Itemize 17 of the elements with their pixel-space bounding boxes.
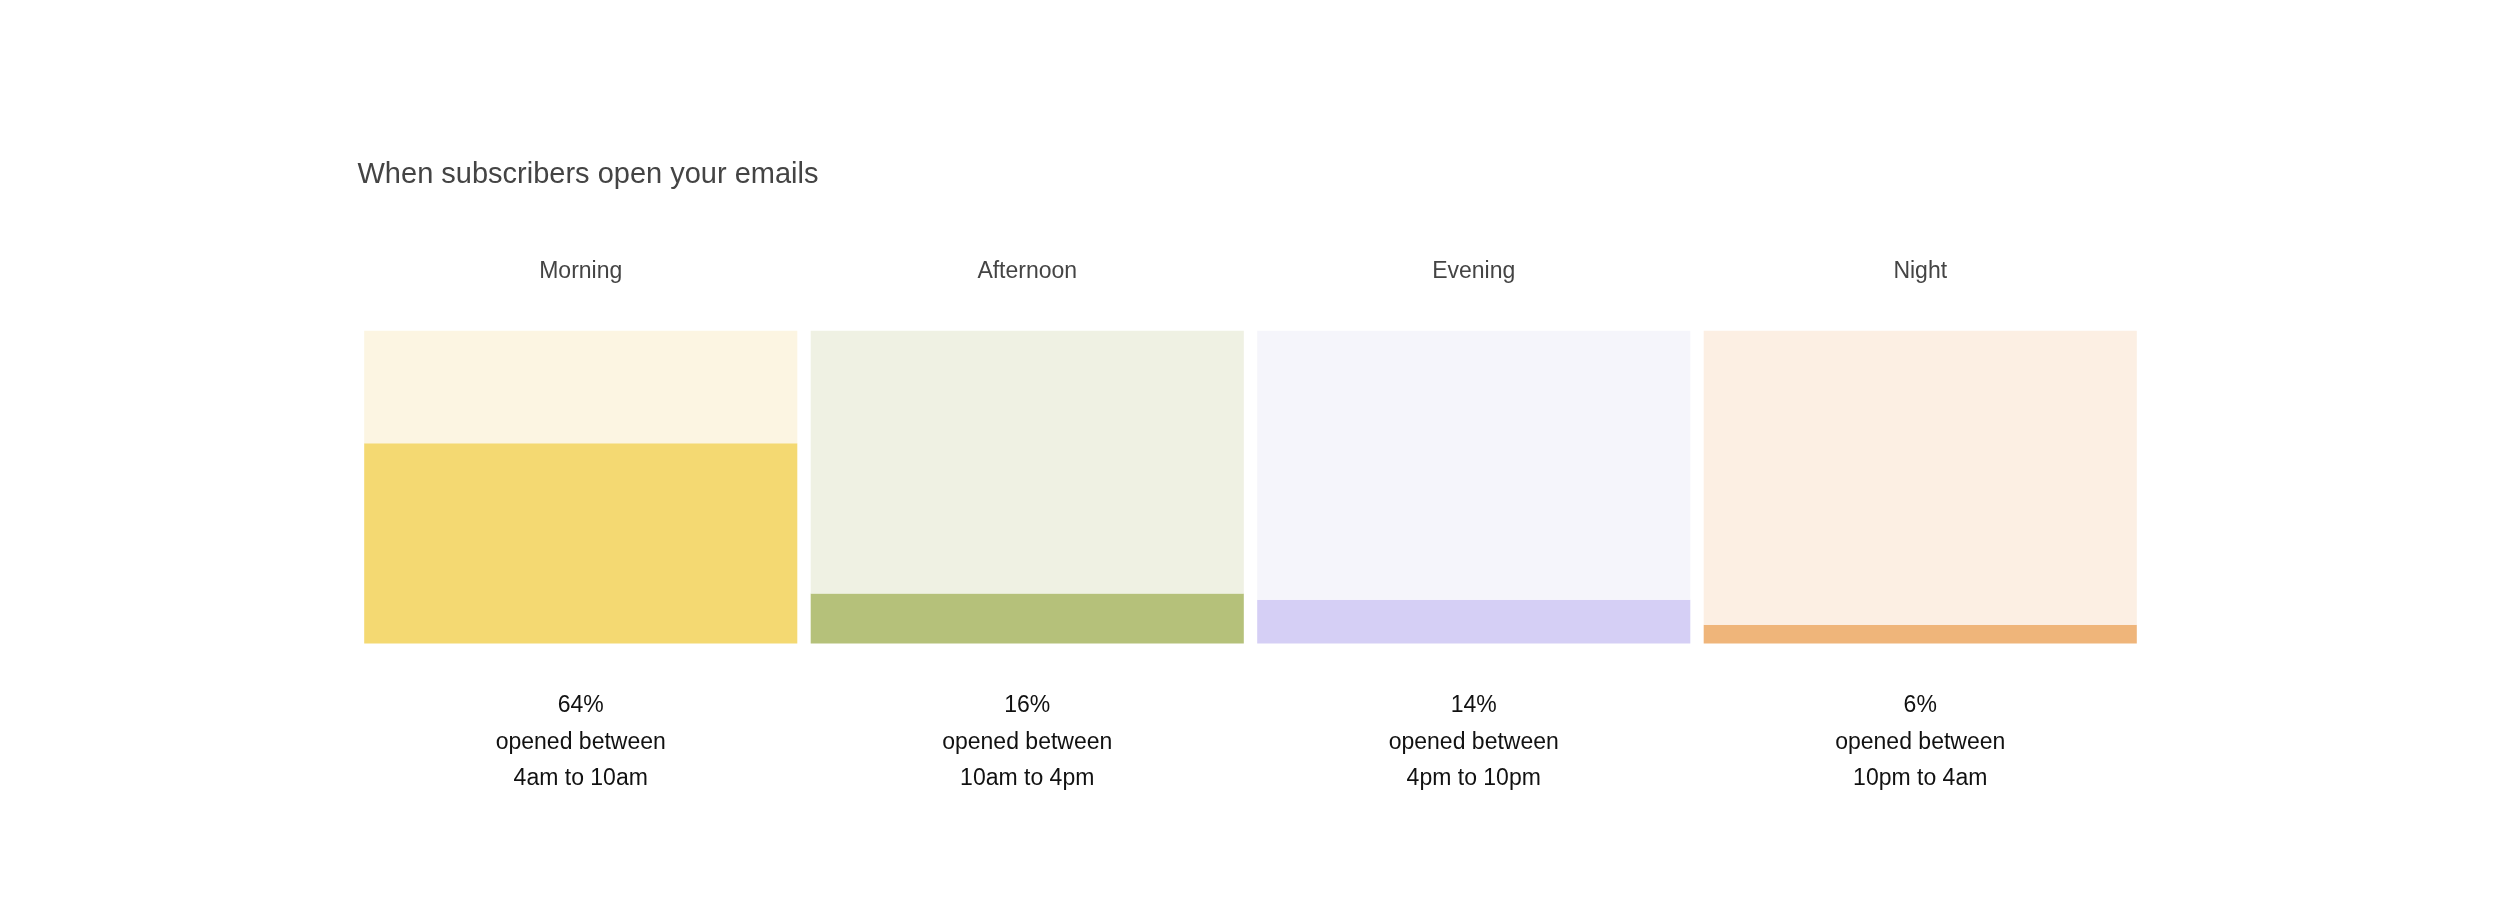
bar [810, 330, 1244, 594]
bar [364, 330, 798, 444]
bar [364, 443, 798, 644]
data-label: 16% opened between 10am to 4pm [942, 691, 1113, 791]
bar [1703, 624, 2137, 644]
data-label: 6% opened between 10pm to 4am [1835, 691, 2006, 791]
bar [810, 593, 1244, 644]
x-tick-label: Afternoon [977, 256, 1078, 283]
data-label: 14% opened between 4pm to 10pm [1388, 691, 1559, 791]
chart-title: When subscribers open your emails [357, 156, 819, 189]
bar [1257, 599, 1691, 644]
x-tick-label: Night [1893, 256, 1948, 283]
x-tick-label: Morning [539, 256, 623, 283]
x-tick-label: Evening [1432, 256, 1516, 283]
bar [1703, 330, 2137, 625]
data-label: 64% opened between 4am to 10am [495, 691, 666, 791]
bar [1257, 330, 1691, 600]
